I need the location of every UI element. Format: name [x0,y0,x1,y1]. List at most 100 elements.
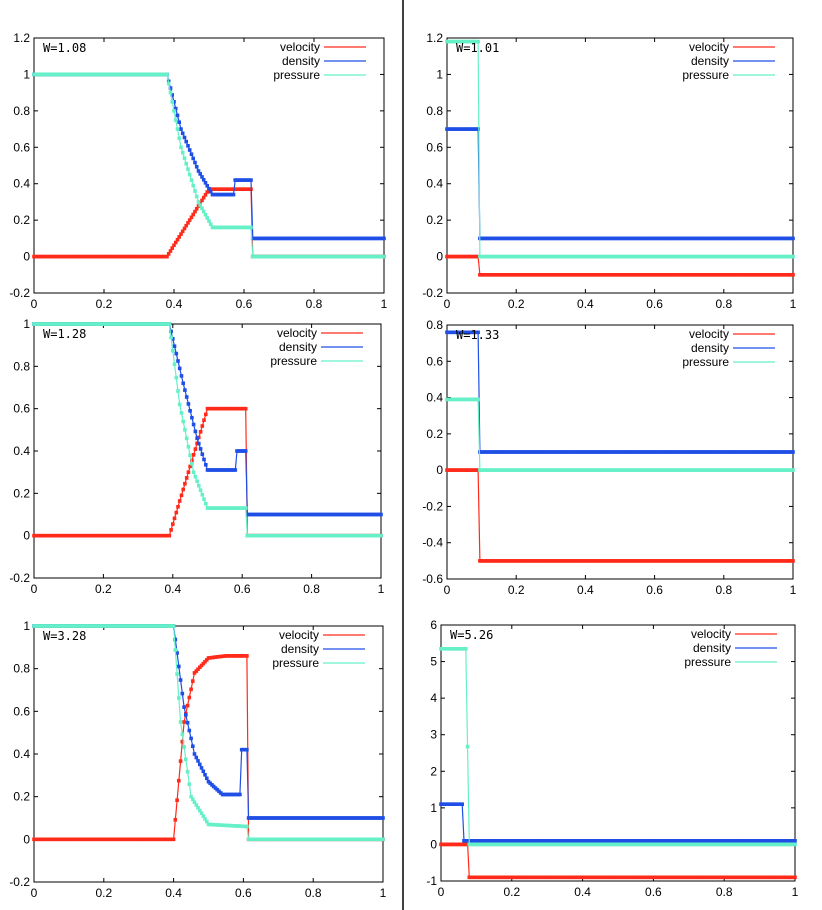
data-point-density [199,766,204,770]
data-point-velocity [191,679,195,683]
y-tick-label: 0.8 [13,359,30,373]
data-point-density [191,744,195,748]
data-point-density [172,344,177,348]
data-point-pressure [179,145,183,150]
data-point-density [196,169,201,173]
y-tick-label: 0 [23,832,30,846]
data-point-pressure [181,419,185,424]
data-point-pressure [495,842,500,847]
x-tick-label: 0 [31,297,38,311]
data-point-pressure [166,81,171,86]
data-point-velocity [186,221,190,225]
data-point-velocity [171,837,176,842]
data-point-velocity [469,875,473,880]
data-point-density [190,415,194,420]
data-point-density [566,839,571,843]
legend-label-pressure: pressure [272,656,319,670]
data-point-pressure [793,842,797,847]
data-point-pressure [697,842,702,847]
data-point-density [184,139,188,144]
data-point-velocity [189,215,194,220]
data-point-pressure [168,90,173,95]
series-line-velocity [441,843,795,878]
data-point-density [775,236,780,241]
data-point-velocity [520,875,525,880]
data-point-density [498,236,503,241]
data-point-pressure [200,206,204,211]
data-point-velocity [180,739,185,744]
data-point-pressure [171,624,176,628]
data-point-pressure [179,411,184,415]
data-point-pressure [453,397,458,402]
data-point-velocity [689,273,693,277]
plot-frame [33,37,385,294]
data-point-pressure [276,533,281,538]
data-point-pressure [207,219,211,223]
data-point-pressure [335,533,340,538]
data-point-velocity [182,720,186,724]
data-point-pressure [791,254,795,259]
legend-label-pressure: pressure [682,68,729,82]
data-point-velocity [775,559,780,563]
panel-title: W=3.28 [43,629,86,643]
y-tick-label: 5 [430,655,437,669]
data-point-velocity [711,273,716,277]
x-tick-label: 1 [380,886,387,900]
legend-label-velocity: velocity [279,628,319,642]
data-point-velocity [191,453,196,457]
data-point-pressure [540,842,544,847]
data-point-pressure [184,161,188,166]
data-point-velocity [201,195,206,200]
data-point-velocity [602,273,607,277]
data-point-density [332,816,336,820]
data-point-pressure [538,254,543,259]
data-point-pressure [203,817,207,821]
data-point-density [231,192,236,197]
data-point-density [173,106,178,111]
data-point-pressure [775,254,780,259]
y-tick-label: 1 [23,67,30,81]
data-point-velocity [492,875,496,880]
data-point-velocity [740,875,744,880]
data-point-velocity [449,842,454,847]
data-point-velocity [172,243,176,248]
data-point-pressure [196,200,201,204]
y-tick-label: 0.6 [426,354,443,368]
data-point-density [379,512,383,517]
data-point-velocity [184,476,189,480]
data-point-velocity [453,468,458,472]
series-line-velocity [34,655,383,840]
data-point-velocity [39,533,43,538]
data-point-density [605,839,610,843]
data-point-density [381,816,385,820]
data-point-pressure [182,156,187,160]
y-tick-label: 1 [436,67,443,81]
data-point-pressure [172,109,176,113]
data-point-density [188,409,192,413]
data-point-pressure [449,647,454,651]
data-point-velocity [540,875,544,880]
series-density [445,330,795,454]
data-point-pressure [753,254,757,259]
data-point-pressure [694,842,698,847]
data-point-density [563,839,567,843]
data-point-density [189,152,194,156]
data-point-pressure [191,797,195,802]
series-density [439,802,797,843]
data-point-density [602,450,607,454]
series-velocity [32,654,385,842]
data-point-velocity [190,458,194,463]
series-pressure [439,647,797,847]
data-point-velocity [178,759,183,763]
y-tick-label: 0 [23,529,30,543]
data-point-density [170,93,174,97]
data-point-velocity [53,837,57,842]
data-point-velocity [689,559,693,563]
data-point-pressure [173,118,178,122]
x-tick-label: 1 [381,297,388,311]
data-point-velocity [743,875,748,880]
data-point-velocity [186,470,191,474]
data-point-pressure [174,375,179,380]
data-point-pressure [655,842,659,847]
x-tick-label: 0 [444,583,451,597]
